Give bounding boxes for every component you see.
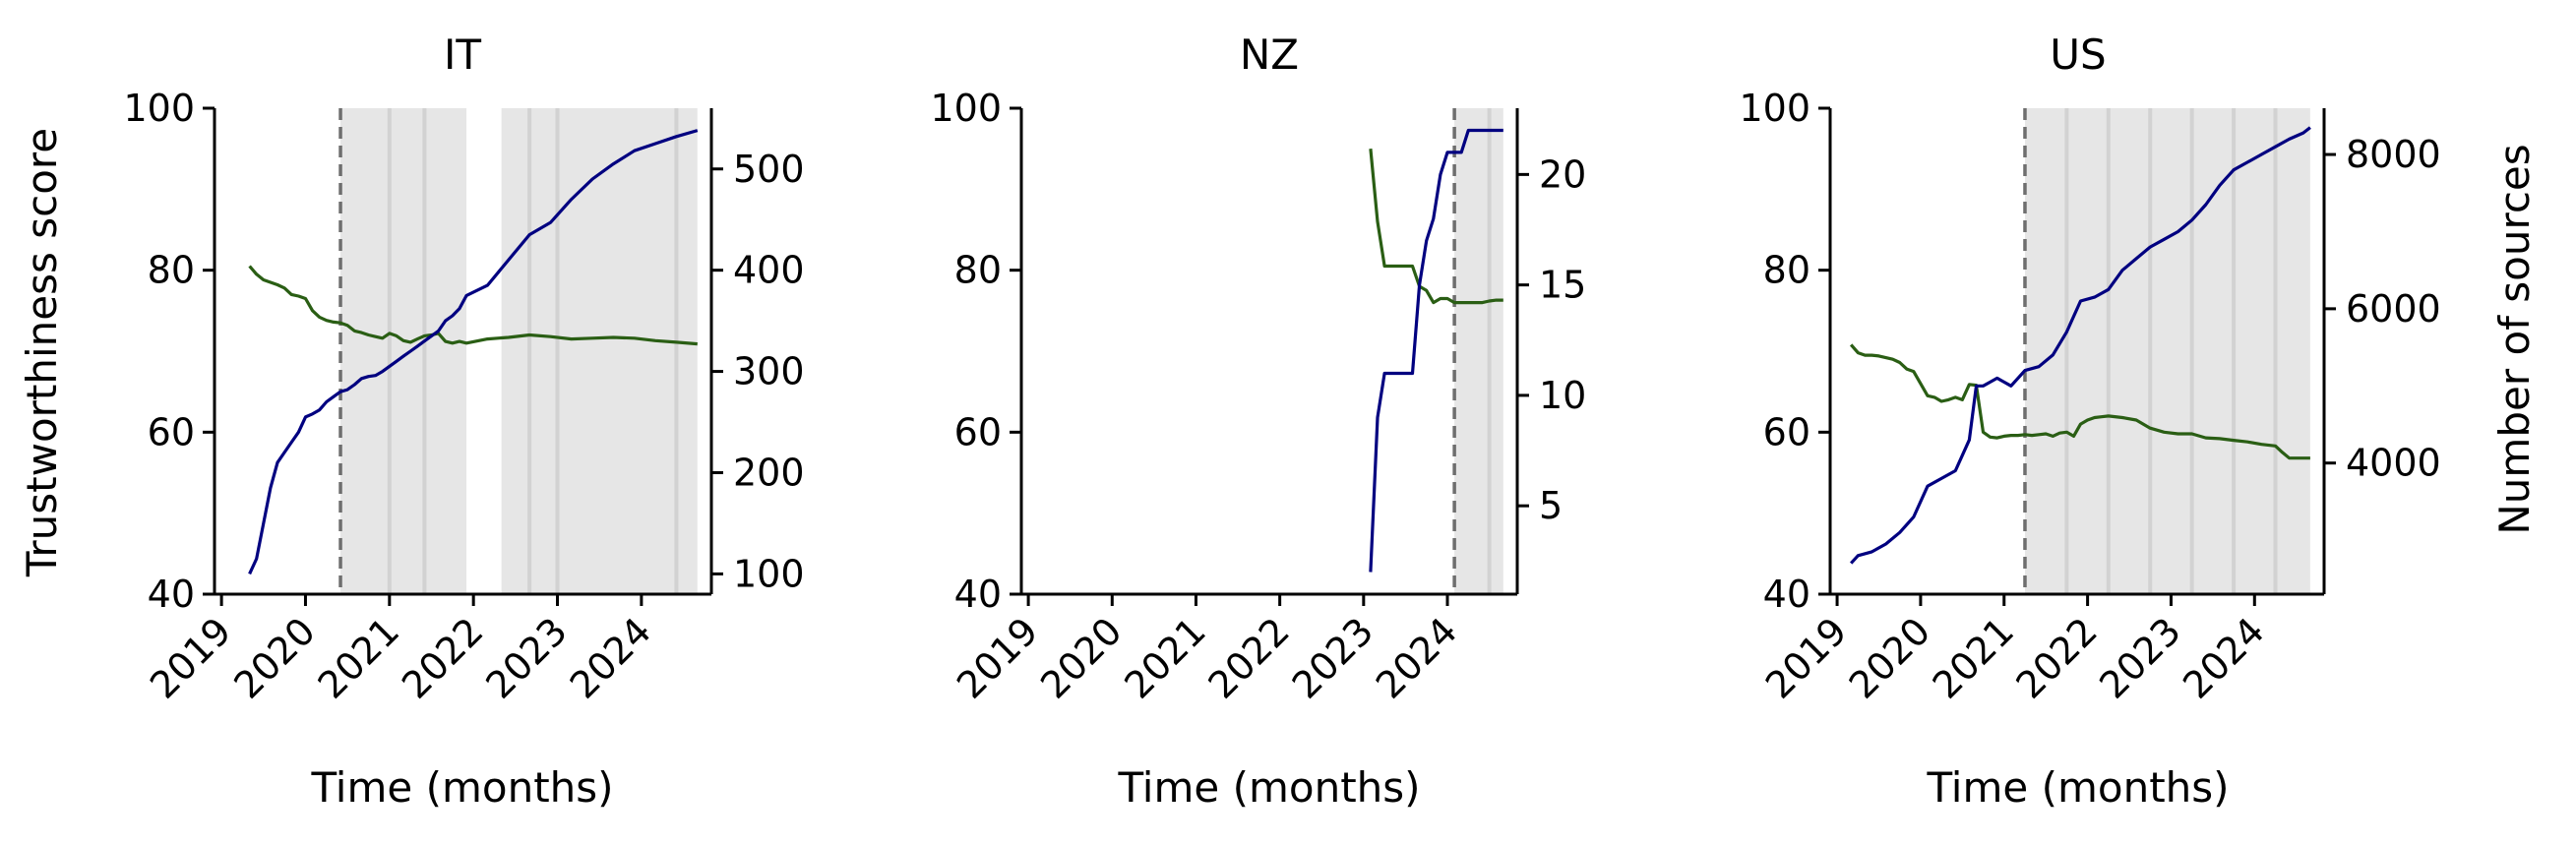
y-left-tick-label: 80 — [1763, 249, 1810, 292]
x-tick-label: 2022 — [394, 609, 492, 707]
y-right-tick-label: 15 — [1539, 264, 1586, 307]
y-left-tick-label: 60 — [954, 410, 1002, 453]
y-left-tick-label: 100 — [123, 87, 195, 130]
shaded-period — [501, 108, 698, 594]
x-tick-label: 2021 — [1116, 609, 1214, 707]
shaded-period — [340, 108, 467, 594]
x-tick-label: 2021 — [310, 609, 408, 707]
shaded-period — [1454, 108, 1503, 594]
xlabel: Time (months) — [1926, 763, 2229, 812]
x-tick-label: 2022 — [2007, 609, 2106, 707]
sources-line — [248, 129, 699, 575]
x-tick-label: 2024 — [2175, 609, 2273, 707]
y-left-tick-label: 100 — [1739, 87, 1810, 130]
y-right-tick-label: 20 — [1539, 152, 1586, 196]
x-tick-label: 2022 — [1200, 609, 1299, 707]
y-right-tick-label: 500 — [733, 148, 805, 191]
y-left-tick-label: 60 — [1763, 410, 1810, 453]
x-tick-label: 2024 — [1368, 609, 1466, 707]
y-left-tick-label: 40 — [148, 573, 195, 616]
trustworthiness-line — [1849, 343, 2310, 460]
panel-title: US — [2050, 30, 2106, 79]
panel-title: NZ — [1240, 30, 1299, 79]
y-right-tick-label: 400 — [733, 249, 805, 292]
panel-us: 4060801004000600080002019202020212022202… — [1739, 30, 2440, 812]
ylabel-left: Trustworthiness score — [18, 128, 66, 577]
y-right-tick-label: 100 — [733, 552, 805, 595]
xlabel: Time (months) — [310, 763, 613, 812]
y-left-tick-label: 40 — [1763, 573, 1810, 616]
y-right-tick-label: 200 — [733, 452, 805, 495]
ylabel-right: Number of sources — [2490, 144, 2539, 534]
x-tick-label: 2019 — [949, 609, 1047, 707]
panel-title: IT — [444, 30, 481, 79]
y-left-tick-label: 80 — [148, 249, 195, 292]
x-tick-label: 2021 — [1925, 609, 2023, 707]
x-tick-label: 2023 — [2091, 609, 2189, 707]
y-right-tick-label: 300 — [733, 350, 805, 393]
sources-line — [1369, 128, 1503, 573]
panel-nz: 40 60 80 100 5 10 15 20 201920202021202220232024… — [930, 30, 1586, 812]
x-tick-label: 2019 — [1757, 609, 1856, 707]
trustworthiness-line — [248, 265, 698, 346]
shaded-period — [2024, 108, 2310, 594]
y-left-tick-label: 60 — [148, 410, 195, 453]
xlabel: Time (months) — [1117, 763, 1420, 812]
x-tick-label: 2023 — [1284, 609, 1382, 707]
sources-line — [1850, 126, 2311, 565]
y-right-tick-label: 6000 — [2346, 287, 2441, 331]
x-tick-label: 2023 — [477, 609, 576, 707]
y-right-tick-label: 10 — [1539, 374, 1586, 417]
trustworthiness-line — [1369, 149, 1503, 305]
panel-it: 40 60 80 100 100 200 300 400 500 2019202020212022… — [123, 30, 804, 812]
y-right-tick-label: 5 — [1539, 484, 1563, 527]
x-tick-label: 2020 — [225, 609, 324, 707]
x-tick-label: 2020 — [1032, 609, 1131, 707]
x-tick-label: 2019 — [142, 609, 240, 707]
y-left-tick-label: 40 — [954, 573, 1002, 616]
x-tick-label: 2020 — [1841, 609, 1939, 707]
y-left-tick-label: 100 — [930, 87, 1002, 130]
x-tick-label: 2024 — [562, 609, 660, 707]
y-right-tick-label: 4000 — [2346, 442, 2441, 485]
y-right-tick-label: 8000 — [2346, 133, 2441, 176]
y-left-tick-label: 80 — [954, 249, 1002, 292]
